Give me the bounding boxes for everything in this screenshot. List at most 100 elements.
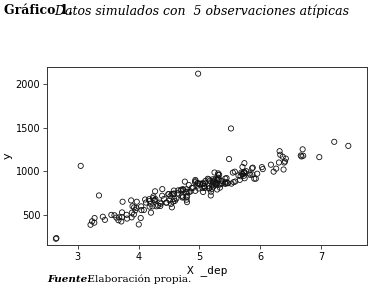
Point [180, 195, 186, 199]
Point [173, 196, 179, 201]
Point [211, 180, 217, 185]
Point [166, 192, 172, 197]
Point [183, 195, 189, 200]
Point [189, 186, 195, 190]
Point [158, 201, 164, 206]
Point [277, 153, 283, 157]
Point [276, 160, 282, 165]
Point [197, 182, 203, 186]
Point [215, 173, 222, 177]
Point [119, 210, 125, 215]
Point [146, 197, 152, 202]
Point [200, 186, 206, 191]
Point [277, 149, 283, 153]
Point [194, 183, 200, 188]
Point [96, 193, 102, 198]
Point [222, 176, 228, 181]
Point [53, 236, 59, 240]
Point [116, 215, 122, 220]
Point [167, 198, 173, 203]
Point [215, 175, 221, 180]
Point [147, 204, 153, 209]
Point [216, 182, 222, 187]
Point [202, 179, 208, 183]
Point [271, 169, 277, 174]
Point [115, 218, 121, 222]
Point [208, 193, 214, 198]
Point [250, 165, 256, 170]
Point [192, 180, 198, 184]
Point [108, 213, 115, 217]
Point [178, 187, 184, 192]
Point [254, 171, 260, 176]
X-axis label: X _dep: X _dep [187, 265, 227, 276]
Point [197, 182, 203, 186]
Point [228, 181, 234, 186]
Point [192, 188, 198, 193]
Point [151, 198, 157, 203]
Point [172, 199, 178, 203]
Point [183, 187, 189, 192]
Point [200, 181, 206, 186]
Point [214, 178, 220, 183]
Point [298, 153, 304, 158]
Point [232, 179, 238, 184]
Point [87, 222, 93, 227]
Point [175, 188, 181, 193]
Point [300, 153, 306, 158]
Point [167, 194, 174, 198]
Point [184, 189, 191, 194]
Point [152, 197, 158, 202]
Point [124, 216, 130, 221]
Point [300, 147, 306, 152]
Point [239, 171, 245, 176]
Point [138, 208, 144, 213]
Point [91, 220, 97, 225]
Point [170, 199, 176, 204]
Point [155, 203, 161, 208]
Point [209, 183, 215, 188]
Point [210, 180, 216, 185]
Point [118, 219, 124, 224]
Point [201, 186, 208, 190]
Point [149, 204, 155, 209]
Point [157, 200, 163, 205]
Point [223, 181, 229, 185]
Point [249, 172, 256, 177]
Point [239, 170, 245, 175]
Point [242, 176, 248, 181]
Point [316, 155, 322, 160]
Point [299, 154, 305, 159]
Point [241, 170, 247, 175]
Point [192, 179, 198, 184]
Text: Gráfico 1.: Gráfico 1. [4, 4, 73, 17]
Point [243, 169, 249, 173]
Point [142, 197, 148, 202]
Point [195, 71, 201, 76]
Point [237, 174, 243, 179]
Point [179, 193, 185, 198]
Point [230, 170, 236, 175]
Point [240, 172, 246, 177]
Point [182, 179, 188, 184]
Point [147, 199, 153, 203]
Point [232, 169, 238, 174]
Point [186, 183, 192, 187]
Point [169, 192, 175, 196]
Point [53, 236, 59, 241]
Y-axis label: y: y [3, 153, 13, 159]
Point [128, 198, 134, 203]
Point [100, 214, 106, 219]
Point [280, 155, 286, 159]
Point [180, 188, 186, 192]
Point [183, 190, 189, 195]
Point [200, 190, 206, 194]
Point [237, 177, 243, 182]
Point [138, 216, 144, 220]
Point [184, 200, 190, 204]
Point [222, 182, 228, 186]
Point [132, 208, 138, 213]
Point [217, 182, 223, 187]
Point [150, 196, 156, 200]
Point [206, 186, 212, 190]
